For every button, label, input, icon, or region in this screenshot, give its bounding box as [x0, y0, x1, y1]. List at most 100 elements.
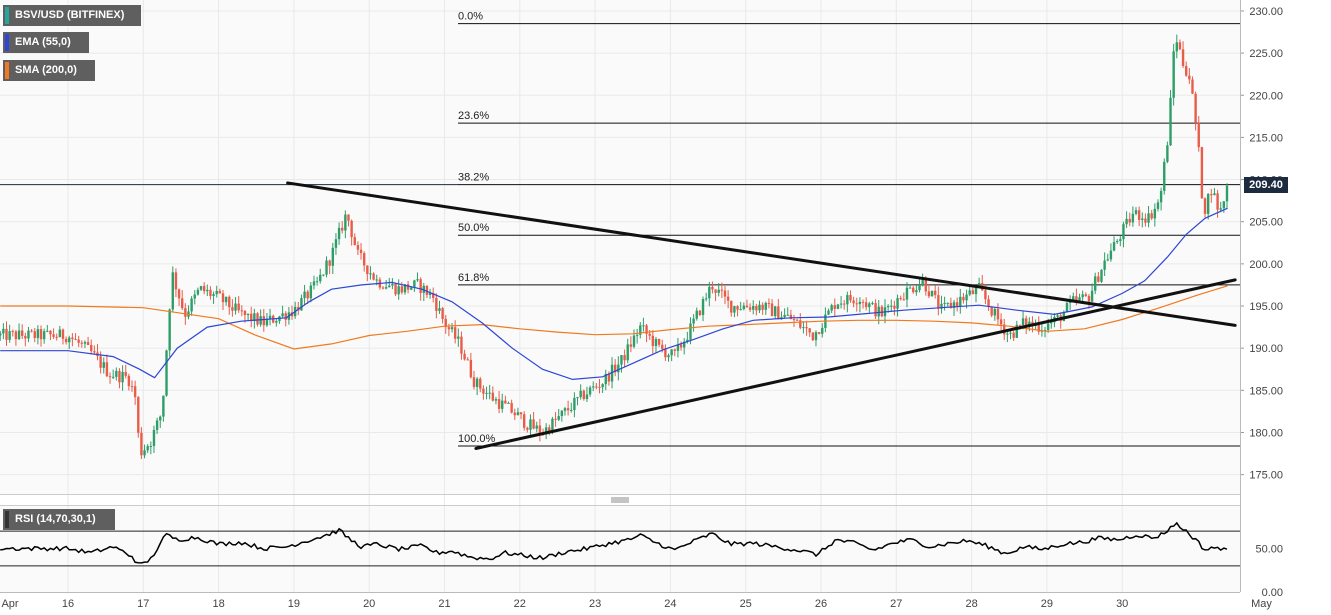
candle-body [102, 362, 105, 368]
candle-body [764, 302, 767, 310]
rsi-pane: 50.00 0.00 [0, 521, 1283, 599]
candle-body [61, 329, 65, 339]
ema-55-line [0, 207, 1228, 381]
candle-body [934, 290, 937, 296]
candle-body [419, 279, 422, 293]
legend-rsi[interactable]: RSI (14,70,30,1) [3, 509, 115, 530]
rsi-tick-label: 50.00 [1255, 544, 1283, 556]
candle-body [726, 296, 730, 301]
candle-body [723, 290, 727, 297]
candle-body [532, 419, 535, 429]
candle-body [557, 416, 560, 420]
candle-body [1150, 213, 1153, 219]
candle-body [196, 289, 200, 295]
candle-body [413, 280, 416, 288]
candle-body [250, 313, 253, 322]
candle-body [1009, 332, 1012, 334]
x-tick-label: 29 [1041, 598, 1053, 610]
candle-body [221, 293, 225, 303]
candle-body [805, 327, 808, 329]
candle-body [46, 330, 49, 332]
candle-body [11, 331, 14, 333]
candle-body [858, 301, 862, 305]
candle-body [482, 388, 485, 394]
candle-body [1210, 194, 1213, 196]
candle-body [488, 392, 491, 394]
candle-body [93, 351, 96, 353]
candle-body [20, 330, 24, 336]
candle-body [679, 344, 683, 348]
candle-body [331, 247, 335, 266]
candle-body [551, 418, 554, 433]
candle-body [17, 330, 21, 340]
candle-body [940, 303, 943, 309]
candle-body [325, 260, 328, 275]
candle-body [202, 286, 206, 292]
candle-body [212, 294, 215, 297]
candle-body [585, 394, 589, 400]
candle-body [466, 359, 469, 361]
candle-body [657, 339, 661, 345]
candle-body [930, 290, 934, 297]
candle-body [613, 364, 617, 373]
candle-body [1050, 322, 1053, 324]
candle-body [912, 287, 915, 293]
candle-body [937, 295, 940, 309]
pane-resize-handle[interactable] [611, 497, 629, 503]
candle-body [384, 287, 388, 289]
x-tick-label: 30 [1116, 598, 1128, 610]
candle-body [1213, 193, 1216, 196]
legend-sma[interactable]: SMA (200,0) [3, 60, 95, 81]
candle-body [635, 334, 639, 336]
candle-body [275, 321, 278, 323]
candle-body [49, 330, 52, 335]
rsi-line [0, 521, 1228, 564]
candle-body [604, 373, 607, 385]
candle-body [58, 329, 62, 338]
candle-body [1197, 122, 1200, 148]
fib-level-label: 100.0% [458, 433, 496, 445]
candle-body [1100, 269, 1103, 282]
candle-body [629, 344, 633, 347]
candle-body [146, 446, 149, 451]
candle-body [1203, 198, 1207, 214]
candle-body [177, 289, 181, 299]
candle-body [592, 386, 595, 388]
legend-main[interactable]: BSV/USD (BITFINEX) [3, 5, 141, 26]
candle-body [811, 332, 815, 341]
candle-body [71, 337, 74, 340]
candle-body [410, 287, 413, 290]
candle-body [821, 328, 824, 334]
sma-swatch [5, 62, 9, 79]
candle-body [1040, 330, 1044, 332]
candle-body [601, 384, 604, 388]
candle-body [68, 337, 71, 343]
candle-body [955, 302, 959, 307]
candle-body [1169, 97, 1172, 146]
x-tick-label: 28 [965, 598, 977, 610]
candle-body [651, 335, 655, 347]
candle-body [890, 305, 893, 307]
candle-body [155, 420, 159, 430]
candle-body [899, 298, 902, 300]
candle-body [1012, 332, 1015, 338]
candle-body [36, 329, 40, 338]
legend-ema[interactable]: EMA (55,0) [3, 32, 89, 53]
candle-body [1006, 333, 1009, 335]
candle-body [1128, 218, 1131, 223]
y-tick-label: 185.00 [1249, 385, 1283, 397]
candle-body [755, 306, 758, 311]
candle-body [460, 336, 463, 354]
candle-body [996, 308, 1000, 320]
candle-body [817, 332, 821, 334]
candle-body [962, 296, 965, 301]
candle-body [1222, 201, 1226, 209]
candle-body [1188, 75, 1191, 80]
candle-body [469, 359, 473, 378]
candle-body [632, 335, 636, 347]
candle-body [403, 284, 407, 293]
candle-body [218, 290, 222, 294]
candle-body [987, 299, 990, 307]
candle-body [1037, 324, 1040, 332]
